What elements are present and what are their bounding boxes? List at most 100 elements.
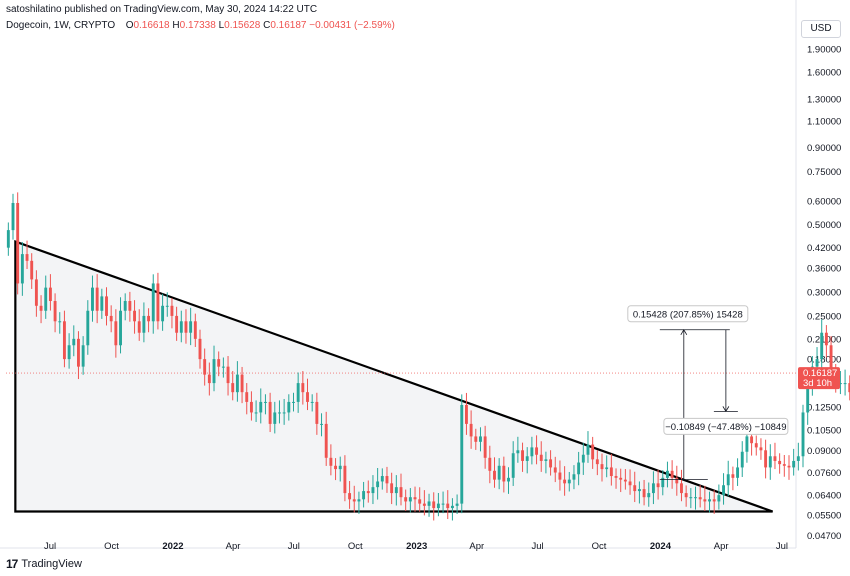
candle-body	[764, 450, 768, 468]
candle-body	[338, 465, 342, 470]
candle-body	[123, 301, 127, 311]
candle-body	[268, 401, 272, 424]
candle-body	[782, 464, 786, 466]
candle-body	[787, 465, 791, 468]
high-label: H	[172, 20, 180, 31]
candle-body	[656, 483, 660, 488]
candle-body	[507, 477, 510, 482]
candle-body	[366, 491, 370, 494]
x-tick-label: Oct	[348, 541, 363, 552]
candle-body	[441, 503, 445, 505]
candle-body	[34, 279, 38, 306]
candle-body	[544, 459, 548, 461]
y-tick-label: 1.30000	[807, 95, 841, 106]
candle-body	[278, 412, 281, 414]
candle-body	[95, 287, 99, 311]
candle-body	[58, 321, 62, 323]
measure-up-label: 0.15428 (207.85%) 15428	[633, 309, 743, 320]
change-value: −0.00431 (−2.59%)	[309, 20, 395, 31]
candle-body	[838, 383, 842, 385]
currency-button[interactable]: USD	[801, 20, 841, 38]
descending-triangle	[14, 240, 773, 513]
footer: 17 TradingView	[6, 557, 82, 571]
candle-body	[815, 359, 819, 367]
candle-body	[483, 436, 487, 458]
candle-body	[413, 497, 417, 500]
candle-body	[600, 464, 604, 470]
candle-body	[62, 321, 66, 360]
candle-body	[703, 499, 707, 502]
candle-body	[567, 479, 571, 484]
candle-body	[156, 283, 160, 322]
x-tick-label: 2024	[650, 541, 672, 552]
open-label: O	[125, 20, 134, 31]
candle-body	[759, 447, 763, 451]
candle-body	[563, 479, 567, 484]
candle-body	[474, 436, 478, 442]
candle-body	[605, 467, 609, 470]
footer-brand: TradingView	[21, 558, 82, 570]
candle-body	[726, 474, 730, 486]
candle-body	[380, 476, 384, 482]
y-tick-label: 0.06400	[807, 491, 841, 502]
x-tick-label: Jul	[44, 541, 56, 552]
candle-body	[151, 283, 155, 322]
candle-body	[404, 497, 408, 502]
candle-body	[455, 503, 459, 506]
low-value: 0.15628	[224, 20, 261, 31]
y-tick-label: 0.42000	[807, 243, 841, 254]
x-tick-label: 2023	[406, 541, 427, 552]
candle-body	[675, 477, 679, 484]
candle-body	[324, 423, 328, 458]
candle-body	[558, 472, 562, 480]
candle-body	[591, 444, 595, 460]
y-tick-label: 0.12500	[807, 403, 841, 414]
y-tick-label: 0.36000	[807, 263, 841, 274]
candle-body	[320, 423, 323, 425]
candle-body	[408, 497, 412, 502]
candle-body	[750, 436, 754, 444]
symbol-name: Dogecoin, 1W, CRYPTO	[6, 20, 116, 31]
candle-body	[91, 287, 94, 311]
x-tick-label: Jul	[531, 541, 543, 552]
candle-body	[343, 465, 347, 494]
candle-body	[651, 483, 655, 494]
x-tick-label: Jul	[288, 541, 300, 552]
candle-body	[820, 332, 824, 360]
candle-body	[479, 436, 482, 442]
candle-body	[829, 345, 833, 375]
candle-body	[666, 470, 669, 478]
candle-body	[348, 493, 352, 500]
candle-body	[221, 366, 225, 368]
candle-body	[128, 301, 132, 311]
candle-body	[376, 481, 380, 488]
candle-body	[133, 310, 136, 322]
measure-down-label: −0.10849 (−47.48%) −10849	[665, 422, 786, 433]
y-tick-label: 0.04700	[807, 531, 841, 542]
candle-body	[502, 465, 506, 482]
y-tick-label: 0.25000	[807, 311, 841, 322]
tradingview-logo-icon: 17	[6, 557, 18, 571]
candle-body	[114, 321, 118, 346]
candle-body	[432, 501, 436, 509]
candle-body	[722, 485, 725, 496]
candle-body	[745, 436, 749, 452]
candle-body	[399, 487, 403, 498]
high-value: 0.17338	[179, 20, 216, 31]
x-tick-label: Apr	[226, 541, 241, 552]
candle-body	[184, 321, 188, 333]
y-tick-label: 0.18000	[807, 355, 841, 366]
candle-body	[207, 374, 211, 384]
candle-body	[254, 412, 258, 414]
y-tick-label: 1.10000	[807, 117, 841, 128]
candle-body	[109, 315, 113, 322]
candle-body	[806, 387, 810, 413]
candle-body	[282, 412, 286, 414]
candle-body	[357, 499, 361, 502]
candle-body	[287, 401, 291, 413]
candle-body	[689, 497, 693, 499]
candle-body	[371, 487, 375, 494]
y-tick-label: 0.60000	[807, 196, 841, 207]
y-tick-label: 0.30000	[807, 287, 841, 298]
